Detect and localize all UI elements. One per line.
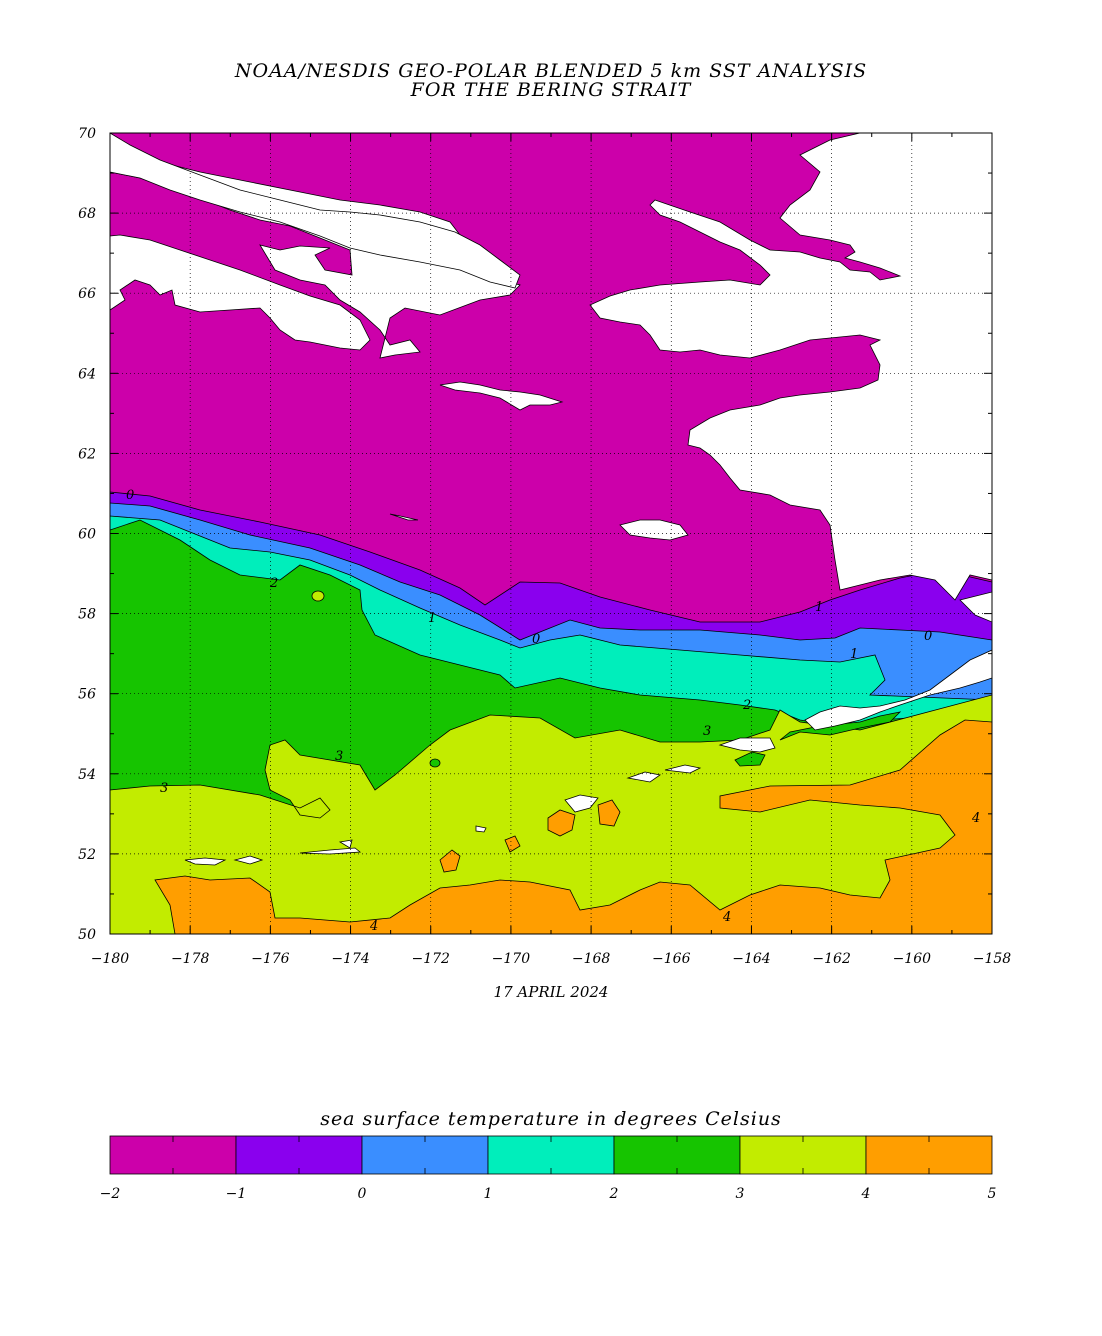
x-tick-label: −168 <box>572 951 611 967</box>
x-tick-label: −158 <box>973 951 1012 967</box>
x-tick-label: −166 <box>652 951 691 967</box>
colorbar-label: 0 <box>358 1186 367 1202</box>
axis-ticks <box>109 132 993 935</box>
contour-label-3-a: 3 <box>335 749 343 764</box>
contour-label-3-b: 3 <box>160 781 168 796</box>
y-tick-label: 62 <box>78 446 96 462</box>
x-tick-label: −180 <box>91 951 130 967</box>
land-chukotka-tip <box>110 234 371 351</box>
colorbar-label: 1 <box>484 1186 493 1202</box>
band-4-5 <box>110 719 992 934</box>
analysis-date: 17 APRIL 2024 <box>493 983 609 1001</box>
x-tick-labels: −180 −178 −176 −174 −172 −170 −168 −166 −164 −162… <box>91 951 1012 967</box>
y-tick-label: 52 <box>78 847 96 863</box>
colorbar-label: −1 <box>226 1186 247 1202</box>
y-tick-label: 60 <box>78 527 96 543</box>
x-tick-label: −162 <box>812 951 851 967</box>
x-tick-label: −164 <box>732 951 770 967</box>
land-bristol <box>959 591 992 623</box>
colorbar-label: −2 <box>100 1186 121 1202</box>
x-tick-label: −176 <box>251 951 290 967</box>
land-alaska-peninsula <box>804 649 992 731</box>
colorbar-label: 4 <box>861 1186 871 1202</box>
land-alaska-nw <box>589 133 992 601</box>
contour-label-0-a: 0 <box>126 488 134 503</box>
y-tick-label: 68 <box>78 206 96 222</box>
cool-patch-1 <box>311 590 325 602</box>
land-aleutian-5 <box>184 857 227 866</box>
contour-label-2-a: 2 <box>269 576 278 591</box>
warm-island-2 <box>597 799 621 827</box>
land-chukotka-upper <box>110 133 521 289</box>
contour-label-1-b: 1 <box>850 647 858 662</box>
colorbar <box>109 1135 993 1175</box>
land-aleutian-7 <box>338 839 353 849</box>
colorbar-label: 2 <box>609 1186 619 1202</box>
land-aleutian-3 <box>664 764 702 774</box>
sst-field <box>110 133 992 934</box>
contour-label-1-c: 1 <box>815 600 823 615</box>
y-tick-label: 64 <box>78 366 96 382</box>
y-tick-labels: 50 52 54 56 58 60 62 64 66 68 70 <box>78 126 96 943</box>
land-aleutian-1 <box>564 794 599 813</box>
land-aleutian-4 <box>299 847 362 855</box>
y-tick-label: 50 <box>78 927 96 943</box>
y-tick-label: 66 <box>78 286 96 302</box>
land-unimak <box>718 737 776 753</box>
x-tick-label: −178 <box>171 951 210 967</box>
y-tick-label: 56 <box>78 687 96 703</box>
land-aleutian-6 <box>233 855 264 865</box>
x-tick-label: −174 <box>331 951 369 967</box>
warm-island-4 <box>504 835 521 853</box>
grid-lines <box>110 133 992 934</box>
cool-patch-4 <box>779 711 902 741</box>
colorbar-swatch <box>109 1135 237 1175</box>
contour-label-4-b: 4 <box>722 910 731 925</box>
y-tick-label: 54 <box>78 767 96 783</box>
colorbar-title: sea surface temperature in degrees Celsi… <box>320 1108 782 1130</box>
colorbar-labels: −2 −1 0 1 2 3 4 5 <box>100 1186 997 1202</box>
warm-island-3 <box>439 849 461 873</box>
land-masses <box>110 133 992 866</box>
cool-patch-2 <box>429 758 441 768</box>
colorbar-swatch <box>361 1135 489 1175</box>
contour-label-4-a: 4 <box>369 919 378 934</box>
x-tick-label: −160 <box>893 951 932 967</box>
colorbar-swatch <box>739 1135 867 1175</box>
warm-island-1 <box>547 809 576 837</box>
band-3-4 <box>110 694 992 934</box>
land-aleutian-2 <box>626 771 661 783</box>
land-st-matthew <box>389 513 419 521</box>
contour-label-1-a: 1 <box>428 611 436 626</box>
contour-label-2-b: 2 <box>742 698 751 713</box>
chart-title-line2: FOR THE BERING STRAIT <box>410 79 692 101</box>
cool-patch-3 <box>734 751 766 767</box>
contour-label-0-c: 0 <box>924 629 932 644</box>
x-tick-label: −172 <box>412 951 451 967</box>
x-tick-label: −170 <box>492 951 531 967</box>
contour-label-3-c: 3 <box>703 724 711 739</box>
colorbar-label: 3 <box>736 1186 745 1202</box>
contour-label-4-c: 4 <box>971 811 980 826</box>
land-st-lawrence <box>439 381 564 411</box>
contour-label-0-b: 0 <box>532 632 540 647</box>
chart-title-line1: NOAA/NESDIS GEO-POLAR BLENDED 5 km SST A… <box>234 60 868 82</box>
colorbar-label: 5 <box>988 1186 997 1202</box>
y-tick-label: 58 <box>78 607 96 623</box>
y-tick-label: 70 <box>78 126 96 142</box>
land-pribilof <box>475 825 487 833</box>
